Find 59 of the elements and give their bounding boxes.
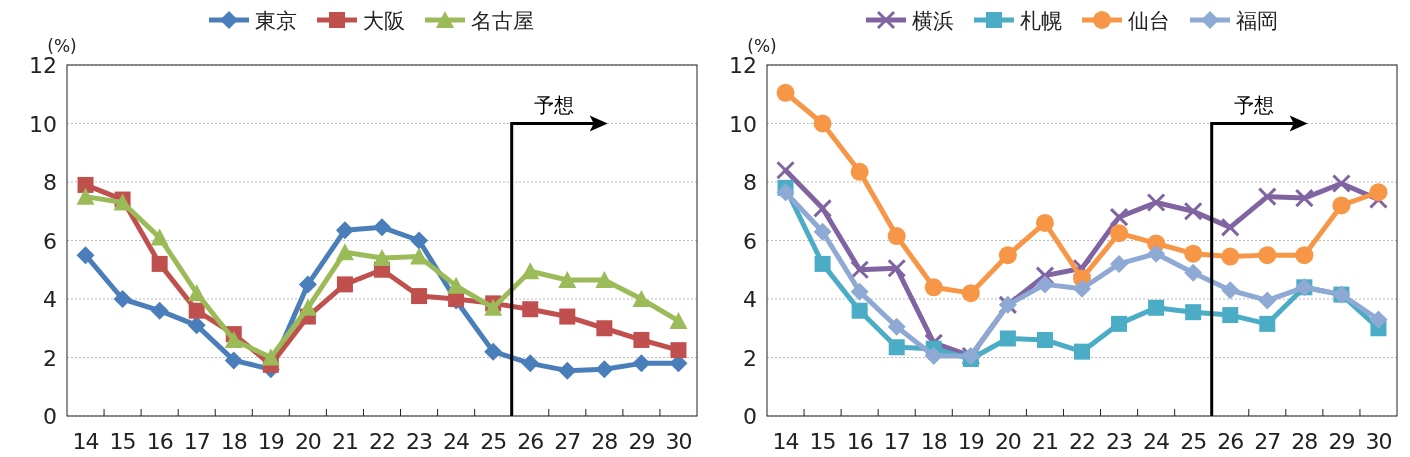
x-tick-label: 16 [846, 429, 873, 454]
y-tick-label: 2 [43, 345, 57, 371]
x-tick-label: 24 [1143, 429, 1170, 454]
x-tick-label: 25 [1180, 429, 1207, 454]
x-tick-label: 20 [294, 429, 321, 454]
x-tick-label: 14 [772, 429, 799, 454]
legend-label: 福岡 [1236, 9, 1278, 33]
y-tick-label: 4 [743, 287, 757, 312]
x-tick-label: 28 [1291, 429, 1318, 454]
y-tick-label: 6 [743, 228, 757, 254]
x-tick-label: 21 [331, 429, 358, 454]
x-tick-label: 23 [406, 429, 433, 454]
legend-label: 札幌 [1020, 9, 1062, 33]
x-tick-label: 20 [994, 429, 1021, 454]
x-tick-label: 22 [1069, 429, 1095, 454]
x-tick-label: 17 [183, 429, 210, 454]
legend-label: 仙台 [1128, 9, 1170, 33]
legend-label: 横浜 [912, 9, 954, 33]
y-axis-title: (%) [47, 36, 77, 56]
x-tick-label: 16 [146, 429, 173, 454]
x-tick-label: 17 [883, 429, 910, 454]
y-tick-label: 8 [43, 170, 57, 195]
x-tick-label: 21 [1031, 429, 1058, 454]
y-tick-label: 10 [29, 111, 57, 137]
x-tick-label: 30 [1365, 429, 1392, 454]
y-tick-label: 4 [43, 287, 57, 312]
y-tick-label: 10 [729, 111, 757, 137]
legend-label: 名古屋 [471, 9, 534, 33]
x-tick-label: 24 [443, 429, 470, 454]
annotation: 予想 [1233, 92, 1274, 117]
y-tick-label: 2 [743, 345, 757, 371]
y-tick-label: 12 [29, 53, 57, 78]
x-tick-label: 14 [72, 429, 99, 454]
x-tick-label: 15 [809, 429, 836, 454]
y-axis-title: (%) [747, 36, 777, 56]
legend-label: 東京 [255, 9, 297, 33]
x-tick-label: 15 [109, 429, 136, 454]
x-tick-label: 27 [554, 429, 581, 454]
x-tick-label: 25 [480, 429, 507, 454]
legend-label: 大阪 [363, 9, 405, 33]
x-tick-label: 29 [1328, 429, 1355, 454]
x-tick-label: 23 [1106, 429, 1133, 454]
x-tick-label: 30 [665, 429, 692, 454]
x-tick-label: 19 [957, 429, 984, 454]
x-tick-label: 18 [920, 429, 947, 454]
x-tick-label: 29 [628, 429, 655, 454]
x-tick-label: 26 [1217, 429, 1244, 454]
x-tick-label: 26 [517, 429, 544, 454]
y-tick-label: 8 [743, 170, 757, 195]
x-tick-label: 19 [257, 429, 284, 454]
y-tick-label: 0 [743, 404, 757, 429]
y-tick-label: 12 [729, 53, 757, 78]
x-tick-label: 27 [1254, 429, 1281, 454]
y-tick-label: 0 [43, 404, 57, 429]
x-tick-label: 28 [591, 429, 618, 454]
y-tick-label: 6 [43, 228, 57, 254]
x-tick-label: 18 [220, 429, 247, 454]
annotation: 予想 [533, 92, 574, 117]
x-tick-label: 22 [369, 429, 395, 454]
